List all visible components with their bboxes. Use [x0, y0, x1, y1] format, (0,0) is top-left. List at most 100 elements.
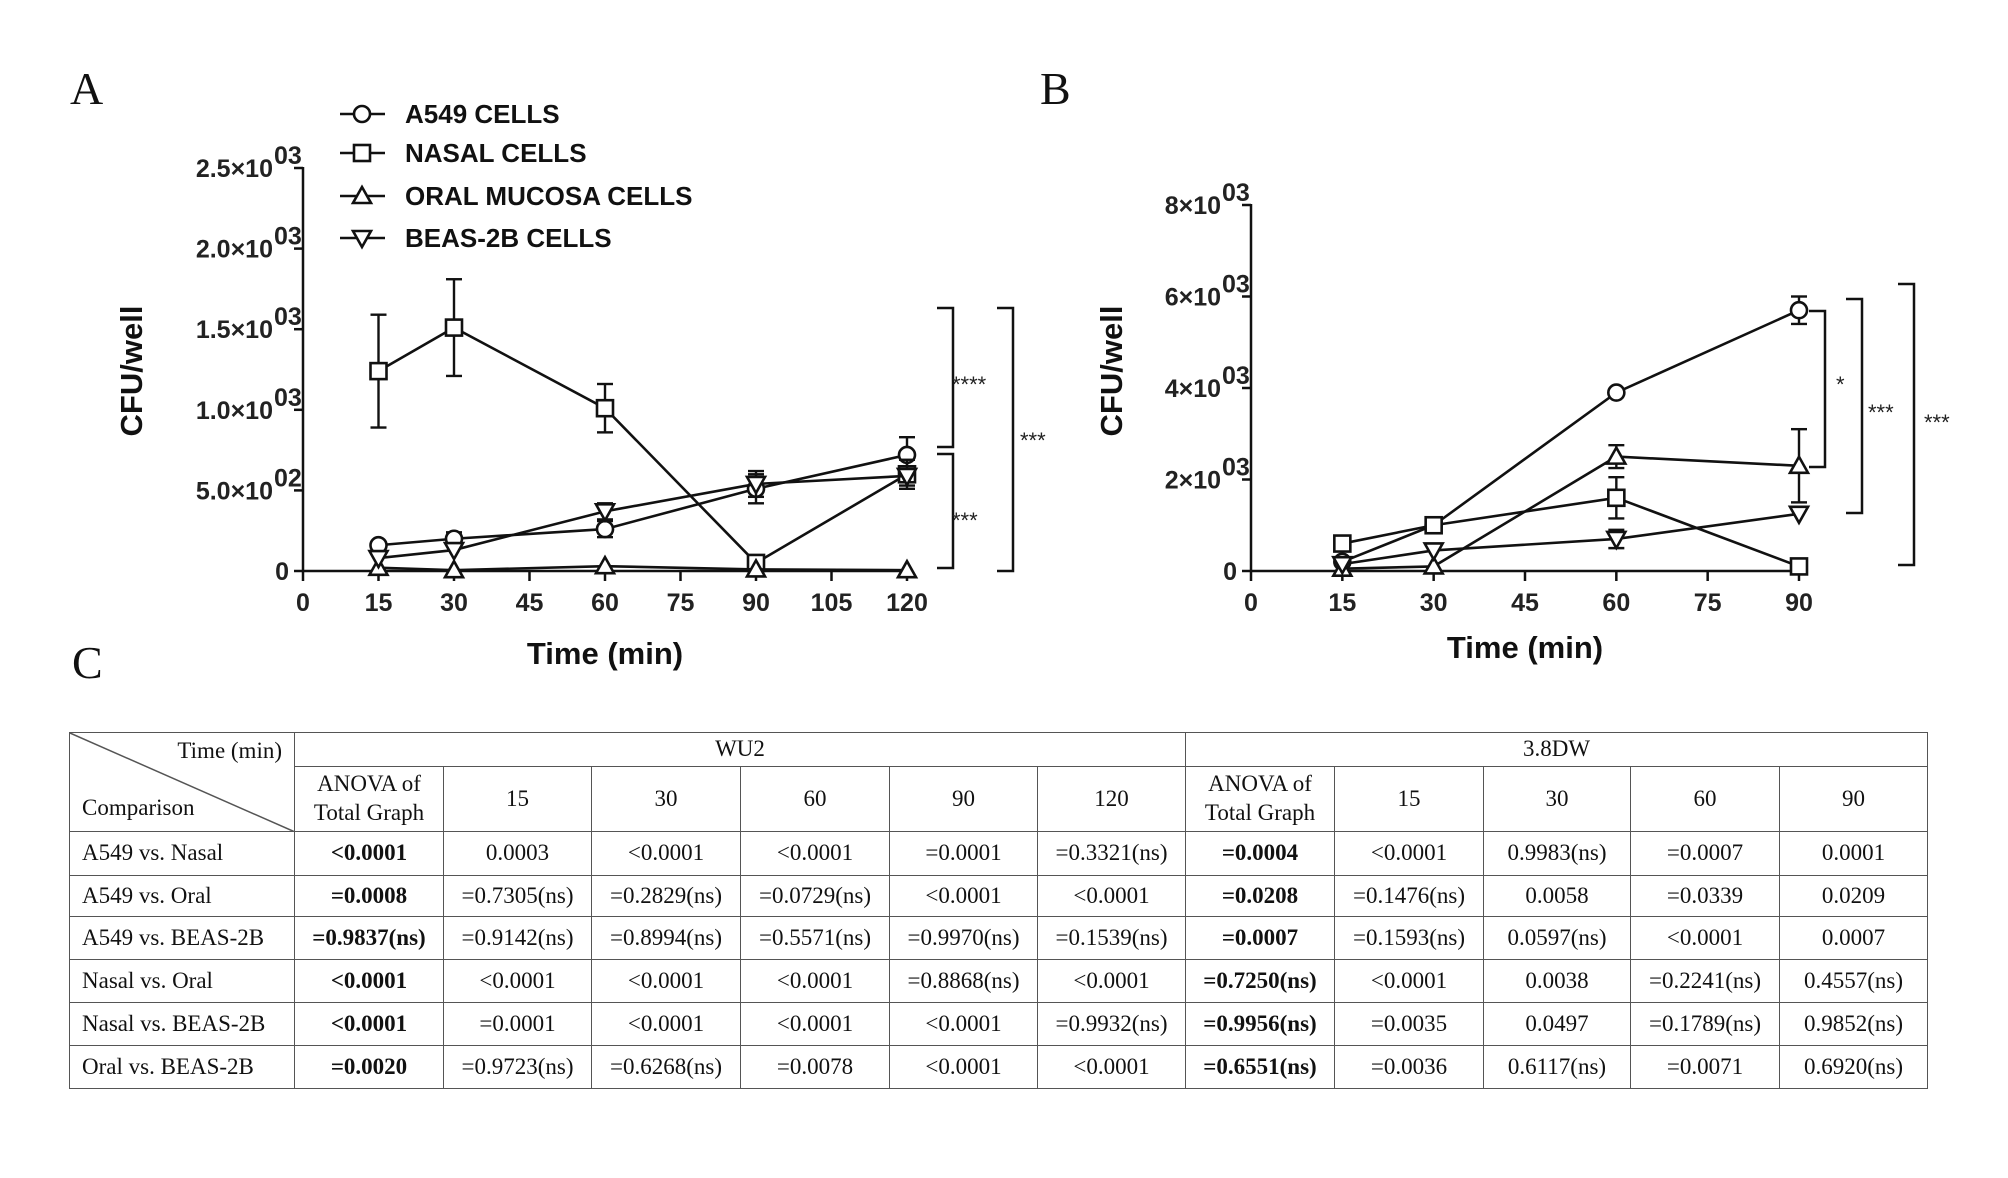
- table-row: Nasal vs. Oral <0.0001 <0.0001 <0.0001 <0.00…: [69, 959, 1928, 1003]
- legend-label: BEAS-2B CELLS: [405, 223, 612, 253]
- p-value-cell-wu2: =0.6268(ns): [591, 1045, 741, 1089]
- p-value-cell-wu2: =0.7305(ns): [443, 875, 592, 917]
- row-label: A549 vs. Nasal: [69, 831, 295, 876]
- p-value-cell-wu2: =0.0078: [740, 1045, 890, 1089]
- series-oral-mucosa-cells: [367, 554, 919, 579]
- data-point-square: [369, 361, 388, 381]
- data-point-square: [1424, 515, 1443, 535]
- significance-label: ***: [1020, 428, 1046, 453]
- p-value-cell-wu2: =0.8994(ns): [591, 916, 741, 960]
- p-value-cell-dw: 0.0038: [1483, 959, 1631, 1003]
- panel-label-c: C: [72, 637, 103, 688]
- data-point-triangle-up: [1422, 554, 1445, 575]
- table-row: A549 vs. Oral =0.0008 =0.7305(ns) =0.2829(n…: [69, 875, 1928, 917]
- row-label: A549 vs. Oral: [69, 875, 295, 917]
- row-label: Oral vs. BEAS-2B: [69, 1045, 295, 1089]
- y-tick-label: 1.0×10: [196, 397, 273, 425]
- p-value-cell-dw: 0.0597(ns): [1483, 916, 1631, 960]
- legend-item: A549 CELLS: [340, 99, 560, 129]
- legend-item: NASAL CELLS: [340, 138, 587, 168]
- p-value-cell-wu2: <0.0001: [591, 1002, 741, 1046]
- series-a549-cells: [369, 436, 917, 555]
- y-tick-exponent: 02: [274, 464, 302, 492]
- data-point-square: [444, 318, 464, 337]
- significance-label: ***: [1924, 410, 1950, 435]
- table-row: Nasal vs. BEAS-2B <0.0001 =0.0001 <0.0001 <0…: [69, 1002, 1928, 1046]
- significance-label: ****: [952, 372, 987, 397]
- anova-cell-dw: =0.0004: [1185, 831, 1335, 876]
- x-tick-label: 105: [811, 589, 853, 617]
- p-value-cell-wu2: =0.9970(ns): [889, 916, 1038, 960]
- p-value-cell-dw: 0.4557(ns): [1779, 959, 1928, 1003]
- y-tick-exponent: 03: [274, 223, 302, 251]
- p-value-cell-dw: <0.0001: [1334, 959, 1484, 1003]
- p-value-cell-wu2: <0.0001: [1037, 875, 1186, 917]
- data-point-circle: [1789, 300, 1809, 320]
- p-value-cell-dw: =0.0339: [1630, 875, 1780, 917]
- y-tick-label: 1.5×10: [196, 316, 273, 344]
- p-value-cell-dw: 0.0001: [1779, 831, 1928, 876]
- significance-label: *: [1836, 372, 1845, 397]
- data-point-triangle-up: [1787, 454, 1811, 475]
- y-tick-exponent: 03: [1222, 454, 1250, 482]
- p-value-cell-wu2: <0.0001: [1037, 959, 1186, 1003]
- p-value-cell-dw: =0.0007: [1630, 831, 1780, 876]
- p-value-cell-wu2: <0.0001: [443, 959, 592, 1003]
- y-tick-exponent: 03: [274, 384, 302, 412]
- y-tick-label: 8×10: [1165, 192, 1221, 220]
- group-header-wu2: WU2: [294, 732, 1186, 767]
- p-value-cell-wu2: <0.0001: [740, 1002, 890, 1046]
- panel-label-b: B: [1040, 63, 1071, 114]
- anova-cell-dw: =0.7250(ns): [1185, 959, 1335, 1003]
- p-value-cell-wu2: =0.5571(ns): [740, 916, 890, 960]
- p-value-cell-wu2: =0.9723(ns): [443, 1045, 592, 1089]
- anova-cell-wu2: =0.9837(ns): [294, 916, 444, 960]
- p-value-cell-wu2: <0.0001: [591, 959, 741, 1003]
- y-tick-label: 0: [1223, 558, 1237, 586]
- p-value-cell-wu2: =0.3321(ns): [1037, 831, 1186, 876]
- significance-label: ***: [952, 508, 978, 533]
- x-tick-label: 30: [1420, 589, 1448, 617]
- p-value-cell-dw: 0.0209: [1779, 875, 1928, 917]
- group-header-3-8dw: 3.8DW: [1185, 732, 1928, 767]
- anova-cell-wu2: =0.0008: [294, 875, 444, 917]
- data-point-triangle-up: [895, 558, 919, 579]
- data-point-triangle-down: [1605, 530, 1628, 551]
- x-tick-label: 45: [516, 589, 544, 617]
- data-point-triangle-up: [593, 554, 617, 575]
- p-value-cell-dw: 0.0497: [1483, 1002, 1631, 1046]
- series-line: [1342, 496, 1800, 568]
- anova-cell-dw: =0.0007: [1185, 916, 1335, 960]
- table-row: A549 vs. Nasal <0.0001 0.0003 <0.0001 <0.000…: [69, 831, 1928, 876]
- column-header-wu2-2: 30: [591, 766, 741, 832]
- data-point-square: [1333, 534, 1352, 553]
- p-value-cell-dw: 0.9852(ns): [1779, 1002, 1928, 1046]
- x-axis-title: Time (min): [1447, 630, 1603, 665]
- y-tick-exponent: 03: [1222, 362, 1250, 390]
- x-tick-label: 15: [1328, 589, 1356, 617]
- anova-cell-dw: =0.6551(ns): [1185, 1045, 1335, 1089]
- significance-label: ***: [1868, 400, 1894, 425]
- legend-marker-square: [352, 143, 372, 163]
- series-line: [1341, 309, 1800, 564]
- column-header-wu2-1: 15: [443, 766, 592, 832]
- series-a549-cells: [1333, 295, 1809, 572]
- series-line: [377, 326, 908, 565]
- p-value-cell-wu2: <0.0001: [889, 875, 1038, 917]
- y-axis-title: CFU/well: [114, 306, 149, 437]
- data-point-triangle-down: [1787, 505, 1811, 526]
- column-header-3-8dw-0: ANOVA of Total Graph: [1185, 766, 1335, 832]
- data-point-triangle-down: [1331, 555, 1354, 576]
- p-value-cell-wu2: =0.0001: [443, 1002, 592, 1046]
- x-tick-label: 90: [1785, 589, 1813, 617]
- data-point-triangle-up: [1605, 444, 1628, 465]
- legend-item: BEAS-2B CELLS: [340, 223, 612, 253]
- column-header-3-8dw-1: 15: [1334, 766, 1484, 832]
- p-value-cell-dw: <0.0001: [1334, 831, 1484, 876]
- significance-bracket: [937, 306, 955, 449]
- x-tick-label: 15: [365, 589, 393, 617]
- p-value-cell-wu2: <0.0001: [740, 959, 890, 1003]
- row-label: A549 vs. BEAS-2B: [69, 916, 295, 960]
